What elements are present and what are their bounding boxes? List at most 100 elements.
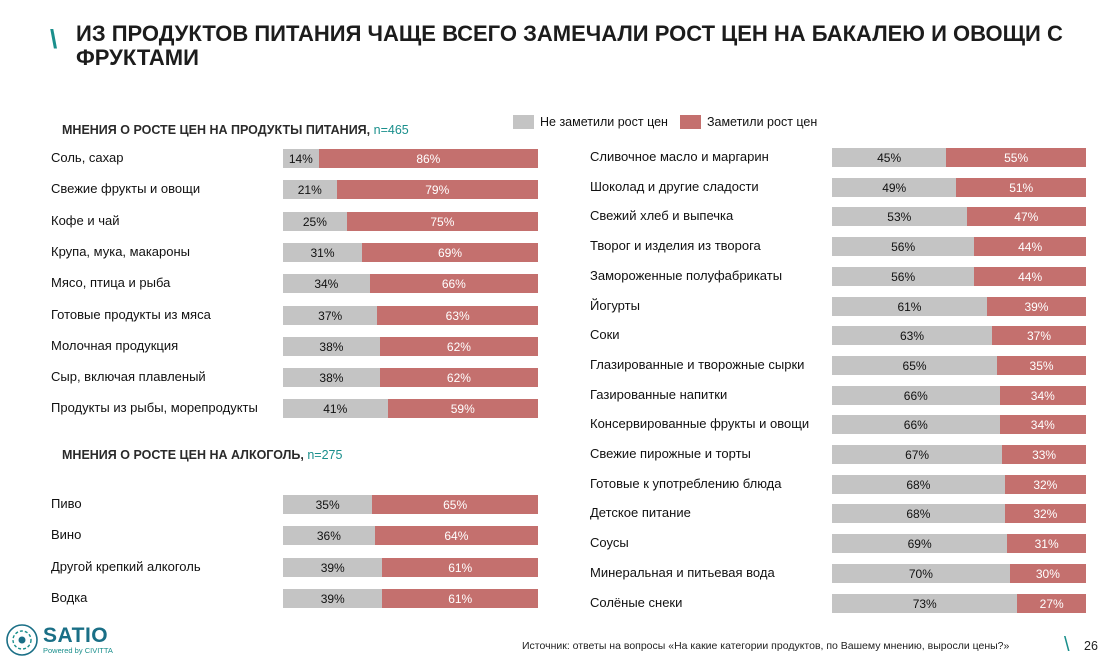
stacked-bar: 34% 66% (283, 274, 538, 293)
bar-segment-not-noticed: 39% (283, 589, 383, 608)
bar-segment-not-noticed: 66% (832, 415, 1000, 434)
category-label: Замороженные полуфабрикаты (590, 268, 783, 283)
stacked-bar: 41% 59% (283, 399, 538, 418)
bar-segment-noticed: 47% (966, 207, 1086, 226)
stacked-bar: 38% 62% (283, 337, 538, 356)
category-label: Свежие пирожные и торты (590, 446, 751, 461)
bar-segment-noticed: 61% (382, 558, 538, 577)
bar-segment-noticed: 75% (346, 212, 538, 231)
category-label: Крупа, мука, макароны (51, 244, 191, 259)
category-label: Творог и изделия из творога (590, 238, 761, 253)
bar-segment-noticed: 44% (974, 237, 1086, 256)
category-label: Детское питание (590, 505, 691, 520)
category-label: Другой крепкий алкоголь (51, 559, 201, 574)
bar-segment-not-noticed: 14% (283, 149, 319, 168)
stacked-bar: 25% 75% (283, 212, 538, 231)
food-section-title-text: МНЕНИЯ О РОСТЕ ЦЕН НА ПРОДУКТЫ ПИТАНИЯ, (62, 123, 371, 137)
bar-segment-not-noticed: 67% (832, 445, 1003, 464)
category-label: Пиво (51, 496, 82, 511)
stacked-bar: 63% 37% (832, 326, 1086, 345)
page-number: 26 (1084, 639, 1098, 653)
bar-segment-not-noticed: 65% (832, 356, 998, 375)
bar-segment-not-noticed: 69% (832, 534, 1008, 553)
bar-segment-not-noticed: 73% (832, 594, 1018, 613)
category-label: Соль, сахар (51, 150, 124, 165)
stacked-bar: 73% 27% (832, 594, 1086, 613)
bar-segment-noticed: 55% (946, 148, 1086, 167)
bar-segment-noticed: 61% (382, 589, 538, 608)
page-title: ИЗ ПРОДУКТОВ ПИТАНИЯ ЧАЩЕ ВСЕГО ЗАМЕЧАЛИ… (76, 21, 1063, 70)
category-label: Мясо, птица и рыба (51, 275, 171, 290)
category-label: Газированные напитки (590, 387, 728, 402)
stacked-bar: 49% 51% (832, 178, 1086, 197)
stacked-bar: 69% 31% (832, 534, 1086, 553)
stacked-bar: 56% 44% (832, 237, 1086, 256)
bar-segment-not-noticed: 56% (832, 237, 975, 256)
bar-segment-noticed: 65% (372, 495, 538, 514)
bar-segment-noticed: 64% (374, 526, 538, 545)
legend-swatch-not-noticed (513, 115, 534, 129)
stacked-bar: 70% 30% (832, 564, 1086, 583)
bar-segment-not-noticed: 34% (283, 274, 370, 293)
stacked-bar: 14% 86% (283, 149, 538, 168)
stacked-bar: 66% 34% (832, 415, 1086, 434)
legend-label-not-noticed: Не заметили рост цен (540, 115, 668, 129)
bar-segment-noticed: 62% (379, 368, 538, 387)
category-label: Солёные снеки (590, 595, 683, 610)
bar-segment-noticed: 37% (992, 326, 1086, 345)
chart-legend: Не заметили рост цен Заметили рост цен (513, 115, 829, 129)
bar-segment-noticed: 44% (974, 267, 1086, 286)
bar-segment-noticed: 32% (1004, 504, 1086, 523)
food-section-n: n=465 (373, 123, 409, 137)
category-label: Минеральная и питьевая вода (590, 565, 775, 580)
bar-segment-not-noticed: 38% (283, 337, 380, 356)
bar-segment-not-noticed: 66% (832, 386, 1000, 405)
stacked-bar: 56% 44% (832, 267, 1086, 286)
category-label: Йогурты (590, 298, 640, 313)
bar-segment-noticed: 35% (997, 356, 1086, 375)
bar-segment-not-noticed: 53% (832, 207, 967, 226)
category-label: Свежий хлеб и выпечка (590, 208, 734, 223)
bar-segment-not-noticed: 35% (283, 495, 373, 514)
logo-subtext: Powered by CIVITTA (43, 645, 113, 655)
logo-text: SATIO (43, 623, 109, 647)
bar-segment-noticed: 66% (369, 274, 538, 293)
satio-logo: SATIO Powered by CIVITTA (4, 622, 113, 658)
category-label: Молочная продукция (51, 338, 179, 353)
bar-segment-noticed: 86% (318, 149, 538, 168)
page-number-slash: \ (1064, 634, 1070, 656)
category-label: Глазированные и творожные сырки (590, 357, 805, 372)
bar-segment-noticed: 32% (1004, 475, 1086, 494)
bar-segment-not-noticed: 38% (283, 368, 380, 387)
alcohol-section-title: МНЕНИЯ О РОСТЕ ЦЕН НА АЛКОГОЛЬ, n=275 (62, 448, 342, 462)
title-slash-mark: \ (50, 24, 58, 54)
stacked-bar: 21% 79% (283, 180, 538, 199)
bar-segment-not-noticed: 41% (283, 399, 388, 418)
source-note: Источник: ответы на вопросы «На какие ка… (522, 640, 1010, 652)
bar-segment-not-noticed: 45% (832, 148, 947, 167)
legend-item-not-noticed: Не заметили рост цен (513, 115, 668, 129)
category-label: Сыр, включая плавленый (51, 369, 206, 384)
category-label: Сливочное масло и маргарин (590, 149, 769, 164)
bar-segment-noticed: 51% (956, 178, 1086, 197)
stacked-bar: 68% 32% (832, 504, 1086, 523)
bar-segment-not-noticed: 68% (832, 475, 1005, 494)
bar-segment-noticed: 30% (1009, 564, 1086, 583)
stacked-bar: 39% 61% (283, 589, 538, 608)
stacked-bar: 31% 69% (283, 243, 538, 262)
bar-segment-noticed: 34% (999, 386, 1086, 405)
category-label: Соки (590, 327, 620, 342)
bar-segment-not-noticed: 61% (832, 297, 987, 316)
stacked-bar: 67% 33% (832, 445, 1086, 464)
category-label: Консервированные фрукты и овощи (590, 416, 810, 431)
category-label: Водка (51, 590, 88, 605)
bar-segment-not-noticed: 21% (283, 180, 337, 199)
category-label: Готовые продукты из мяса (51, 307, 211, 322)
stacked-bar: 38% 62% (283, 368, 538, 387)
bar-segment-noticed: 27% (1017, 594, 1086, 613)
bar-segment-not-noticed: 36% (283, 526, 375, 545)
legend-label-noticed: Заметили рост цен (706, 115, 818, 129)
stacked-bar: 37% 63% (283, 306, 538, 325)
bar-segment-not-noticed: 63% (832, 326, 993, 345)
bar-segment-not-noticed: 70% (832, 564, 1010, 583)
